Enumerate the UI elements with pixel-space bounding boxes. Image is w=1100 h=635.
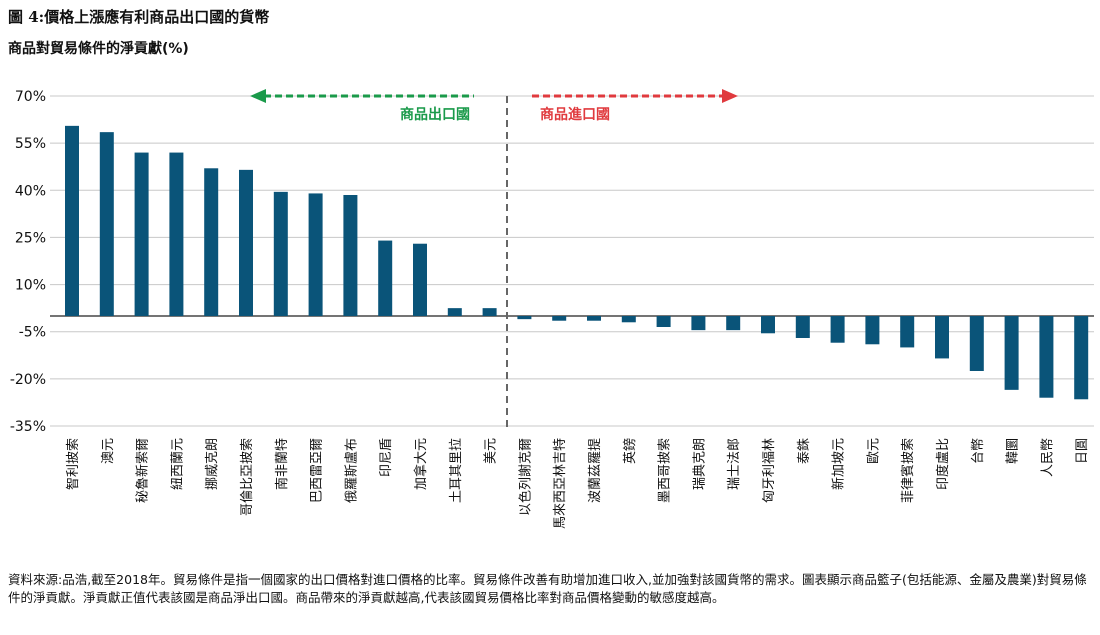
bar [830,316,845,343]
y-tick-label: -35% [10,419,46,435]
category-label: 以色列謝克爾 [517,438,533,516]
bar [621,316,636,323]
bar [1004,316,1019,390]
bar [204,168,219,316]
chart-title: 圖 4:價格上漲應有利商品出口國的貨幣 [8,8,270,26]
bar [273,191,288,316]
category-label: 馬來西亞林吉特 [553,438,568,529]
bar [1074,316,1089,400]
bar [761,316,775,334]
category-label: 新加坡元 [831,438,847,490]
category-label: 巴西雷亞爾 [310,438,325,503]
category-label: 秘魯新索爾 [135,438,151,503]
category-label: 瑞典克朗 [692,438,707,490]
category-label: 墨西哥披索 [658,438,673,503]
bar [134,152,149,316]
y-tick-label: -5% [19,325,46,341]
category-label: 台幣 [971,438,986,464]
chart-subtitle: 商品對貿易條件的淨貢獻(%) [8,41,189,57]
category-label: 紐西蘭元 [169,438,185,490]
category-label: 加拿大元 [413,438,429,490]
bar [1039,316,1054,398]
category-label: 日圓 [1075,438,1090,464]
category-label: 英鎊 [622,438,638,464]
source-footnote: 資料來源:品浩,截至2018年。貿易條件是指一個國家的出口價格對進口價格的比率。… [8,572,1087,605]
bar [935,316,949,359]
y-axis: 70% 55% 40% 25% 10% -5% -20% -35% [10,89,46,435]
bar-chart: 70% 55% 40% 25% 10% -5% -20% -35% 智利披索 澳元 秘魯新索爾 紐西… [10,89,1094,529]
category-label: 南非蘭特 [274,438,290,490]
importer-arrow-head [722,89,738,103]
exporter-arrow-head [250,89,266,103]
y-tick-label: 40% [15,183,46,199]
bar [656,316,671,327]
bar [65,125,79,316]
x-axis: 智利披索 澳元 秘魯新索爾 紐西蘭元 挪威克朗 哥倫比亞披索 南非蘭特 巴西雷亞爾 俄羅斯盧布 印… [66,438,1090,529]
exporter-label: 商品出口國 [400,106,470,123]
y-tick-label: 25% [15,230,46,246]
category-label: 印度盧比 [935,438,951,490]
importer-label: 商品進口國 [540,106,610,123]
category-label: 俄羅斯盧布 [344,438,359,503]
bar [587,316,601,321]
category-label: 匈牙利福林 [762,438,777,503]
bar [691,316,706,331]
category-label: 波蘭茲羅提 [587,438,603,503]
category-label: 智利披索 [66,438,81,490]
bar [343,195,358,316]
y-tick-label: 70% [15,89,46,105]
y-tick-label: 10% [15,278,46,294]
gridlines [50,95,1094,427]
bar [482,308,497,316]
category-label: 菲律賓披索 [900,438,916,503]
bar [969,316,984,371]
annotations: 商品出口國 商品進口國 [250,89,738,432]
bar [517,316,532,320]
bars [65,125,1089,400]
category-label: 哥倫比亞披索 [240,438,255,516]
bar [308,193,323,316]
bar [552,316,567,321]
category-label: 瑞士法郎 [727,438,742,490]
category-label: 澳元 [100,438,116,464]
bar [900,316,915,348]
category-label: 挪威克朗 [205,438,220,490]
bar [865,316,880,345]
category-label: 人民幣 [1040,438,1055,477]
y-tick-label: -20% [10,372,46,388]
bar [726,316,741,331]
category-label: 印尼盾 [379,438,394,477]
y-tick-label: 55% [15,136,46,152]
bar [239,169,253,316]
bar [99,132,114,316]
bar [169,152,184,316]
bar [795,316,810,338]
bar [378,240,393,316]
category-label: 土耳其里拉 [449,438,464,503]
bar [447,308,462,316]
category-label: 韓圜 [1006,438,1021,464]
category-label: 泰銖 [796,438,812,464]
category-label: 美元 [484,438,499,464]
bar [413,243,427,316]
category-label: 歐元 [866,438,881,464]
